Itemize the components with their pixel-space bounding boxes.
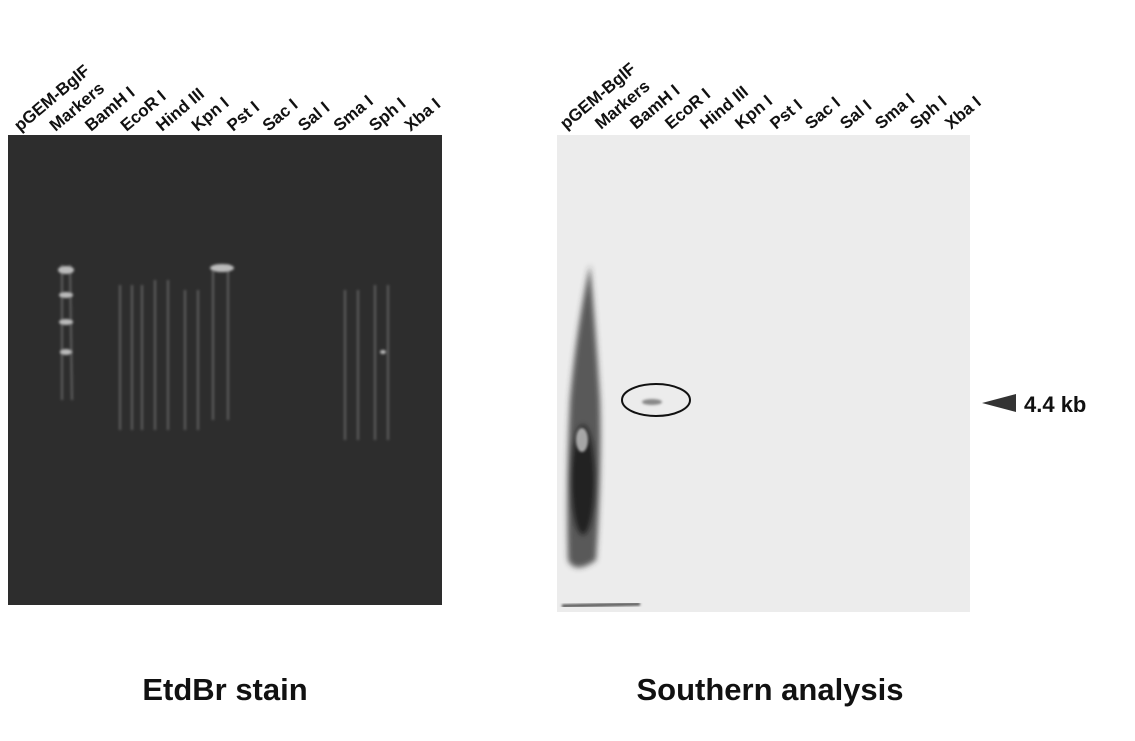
etdbr-gel xyxy=(8,135,442,605)
lane-label: Sac I xyxy=(259,95,302,135)
southern-blot xyxy=(557,135,970,612)
lane-label: Sma I xyxy=(330,91,377,135)
lane-label: Sal I xyxy=(836,96,875,133)
panel-caption: EtdBr stain xyxy=(142,672,307,707)
panel-caption: Southern analysis xyxy=(636,672,903,707)
size-annotation: 4.4 kb xyxy=(1024,392,1086,417)
lane-label: Xba I xyxy=(941,92,984,133)
lane-label: Xba I xyxy=(401,94,444,135)
lane-label: Sph I xyxy=(365,94,409,135)
lane-label: Pst I xyxy=(223,97,263,135)
arrowhead xyxy=(982,394,1016,412)
lane-label: Sal I xyxy=(294,98,333,135)
lane-label: Sma I xyxy=(871,89,918,133)
lane-label: Sac I xyxy=(801,93,844,133)
lane-label: Pst I xyxy=(766,95,806,133)
